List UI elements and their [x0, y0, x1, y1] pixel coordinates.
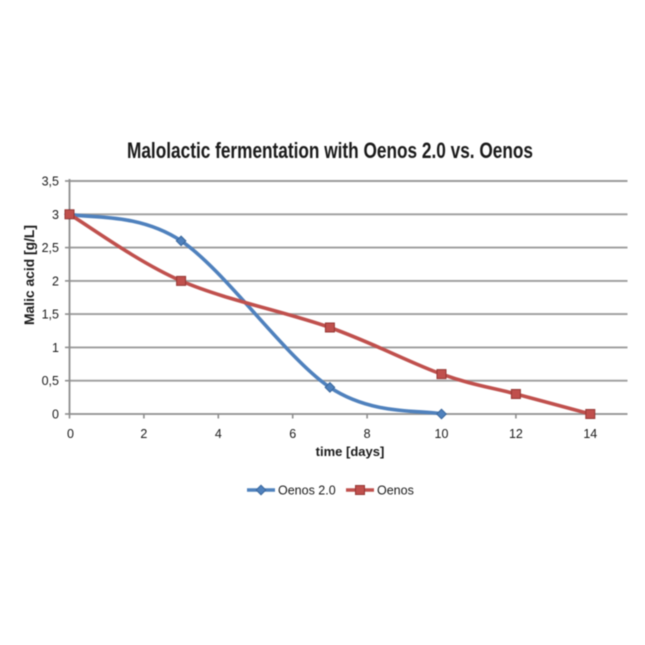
svg-text:time [days]: time [days] [316, 444, 385, 459]
svg-text:2: 2 [52, 274, 59, 288]
svg-text:Malolactic fermentation with O: Malolactic fermentation with Oenos 2.0 v… [127, 138, 533, 163]
svg-text:4: 4 [215, 427, 222, 441]
svg-text:Oenos 2.0: Oenos 2.0 [278, 484, 336, 498]
svg-text:Malic acid [g/L]: Malic acid [g/L] [21, 225, 37, 325]
svg-text:Oenos: Oenos [377, 484, 414, 498]
svg-text:10: 10 [435, 427, 449, 441]
svg-text:6: 6 [289, 427, 296, 441]
svg-text:8: 8 [364, 427, 371, 441]
svg-text:14: 14 [583, 427, 597, 441]
svg-text:0: 0 [52, 408, 59, 422]
svg-text:3: 3 [52, 208, 59, 222]
svg-text:2: 2 [140, 427, 147, 441]
svg-text:1,5: 1,5 [42, 308, 59, 322]
svg-text:12: 12 [509, 427, 523, 441]
svg-text:0: 0 [67, 427, 74, 441]
svg-text:1: 1 [52, 341, 59, 355]
svg-text:3,5: 3,5 [42, 175, 59, 189]
svg-text:0,5: 0,5 [42, 374, 59, 388]
svg-text:2,5: 2,5 [42, 241, 59, 255]
